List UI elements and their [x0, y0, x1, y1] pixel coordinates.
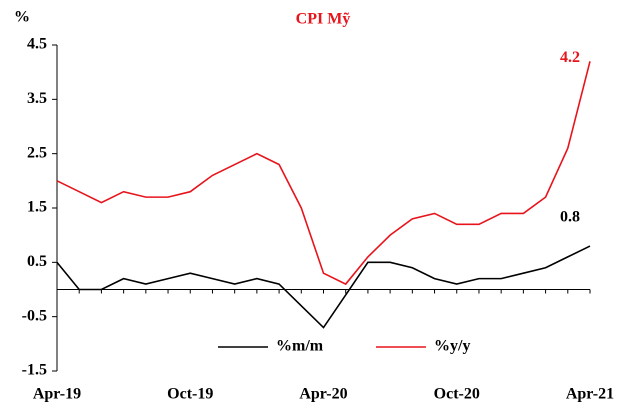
x-tick-label: Oct-19: [167, 386, 213, 403]
series-line: [56, 61, 591, 286]
y-tick-label: 2.5: [27, 144, 47, 161]
series-line: [56, 245, 591, 329]
y-tick-label: 0.5: [27, 253, 47, 270]
x-tick-label: Apr-19: [33, 386, 81, 403]
x-tick-label: Apr-21: [566, 386, 614, 403]
chart-title: CPI Mỹ: [296, 11, 351, 28]
legend-label: %m/m: [276, 338, 324, 355]
y-tick-label: -0.5: [22, 307, 47, 324]
x-tick-label: Apr-20: [299, 386, 347, 403]
data-label: 0.8: [560, 209, 580, 226]
legend-label: %y/y: [434, 338, 470, 355]
y-tick-label: 1.5: [27, 199, 47, 216]
y-axis-label: %: [14, 9, 30, 26]
y-tick-label: -1.5: [22, 362, 47, 379]
x-tick-label: Oct-20: [434, 386, 480, 403]
y-tick-label: 3.5: [27, 90, 47, 107]
data-label: 4.2: [560, 49, 580, 66]
y-tick-label: 4.5: [27, 36, 47, 53]
